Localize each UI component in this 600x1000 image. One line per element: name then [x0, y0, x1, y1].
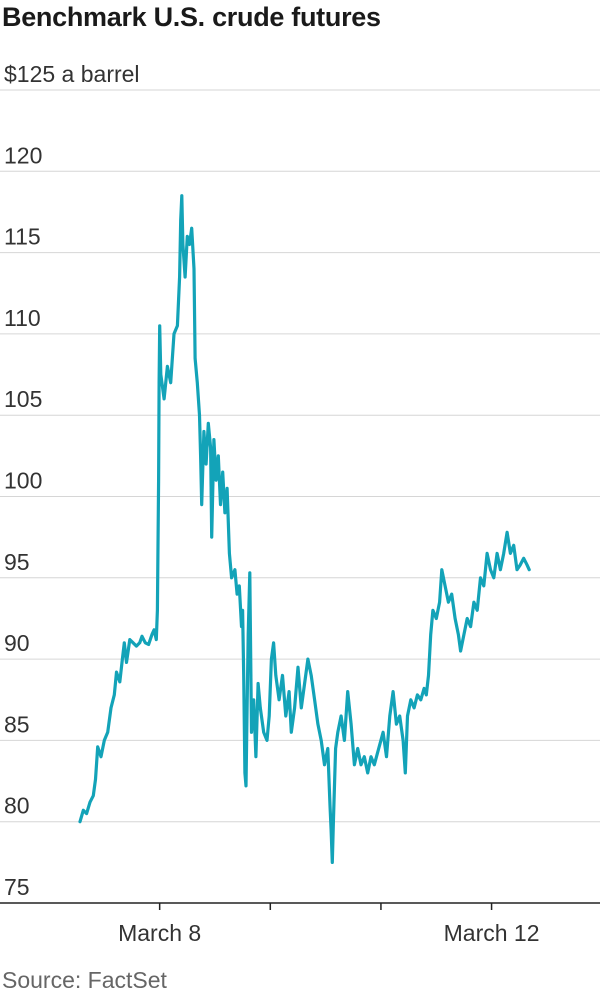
series-line: [78, 194, 531, 864]
gridlines: [0, 89, 600, 823]
y-tick-label: 110: [4, 305, 41, 331]
y-tick-label: 85: [4, 711, 30, 737]
x-tick-label: March 12: [444, 920, 540, 946]
line-chart: $125 a barrel 120 115 110 105 100 95 90 85 80 75 M…: [0, 61, 600, 946]
x-tick-label: March 8: [118, 920, 201, 946]
y-tick-label: 95: [4, 549, 30, 575]
y-tick-label: 80: [4, 793, 30, 819]
y-tick-label: 75: [4, 874, 30, 900]
chart-title: Benchmark U.S. crude futures: [2, 2, 381, 32]
y-tick-label: $125 a barrel: [4, 61, 140, 87]
y-tick-label: 90: [4, 630, 30, 656]
y-tick-label: 115: [4, 224, 41, 250]
price-series: [78, 194, 531, 864]
source-note: Source: FactSet: [2, 967, 167, 993]
y-tick-label: 120: [4, 142, 42, 168]
y-tick-label: 100: [4, 468, 42, 494]
y-axis-tick-labels: $125 a barrel 120 115 110 105 100 95 90 85 80 75: [4, 61, 140, 900]
x-axis: March 8 March 12: [0, 902, 600, 946]
y-tick-label: 105: [4, 386, 42, 412]
